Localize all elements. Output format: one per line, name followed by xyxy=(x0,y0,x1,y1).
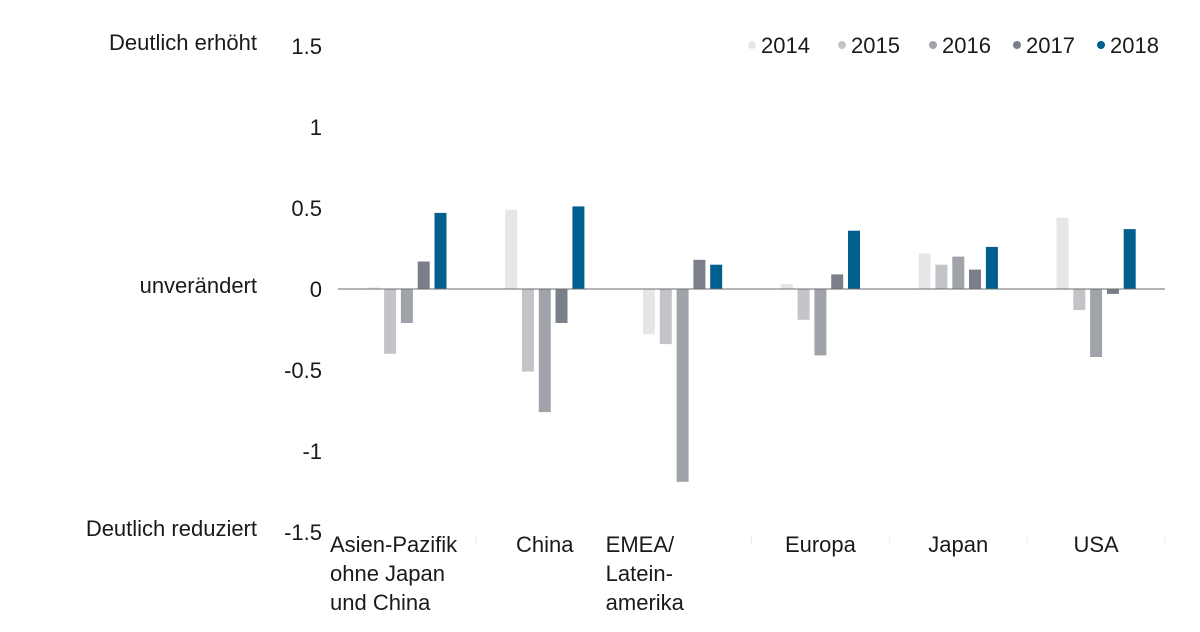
bar-2018 xyxy=(985,246,998,289)
legend-marker-2015 xyxy=(838,41,846,49)
legend: 2014 2015 2016 2017 2018 xyxy=(748,33,1159,58)
category-label-line: Asien-Pazifik xyxy=(330,532,458,557)
y-level-label: unverändert xyxy=(140,273,257,298)
category-label: Asien-Pazifik ohne Japan und China xyxy=(330,532,458,615)
category-label-line: USA xyxy=(1073,532,1119,557)
bar-2017 xyxy=(417,261,430,289)
category-label: Japan xyxy=(928,532,988,557)
y-tick-label: -0.5 xyxy=(284,358,322,383)
bar-2016 xyxy=(952,256,965,289)
legend-label: 2014 xyxy=(761,33,810,58)
bar-2018 xyxy=(710,264,723,289)
legend-marker-2018 xyxy=(1097,41,1105,49)
bar-2014 xyxy=(780,284,793,289)
bar-2017 xyxy=(831,274,844,289)
bar-2017 xyxy=(693,259,706,289)
bar-2014 xyxy=(918,253,931,289)
bar-2014 xyxy=(1056,217,1069,289)
category-label-line: Europa xyxy=(785,532,857,557)
legend-marker-2014 xyxy=(748,41,756,49)
bar-2015 xyxy=(384,289,397,354)
category-label-line: Japan xyxy=(928,532,988,557)
category-label: Europa xyxy=(785,532,857,557)
y-tick-label: 0.5 xyxy=(291,196,322,221)
category-label-line: China xyxy=(516,532,574,557)
legend-marker-2017 xyxy=(1013,41,1021,49)
category-label-line: amerika xyxy=(606,590,685,615)
category-label-line: und China xyxy=(330,590,431,615)
legend-label: 2015 xyxy=(851,33,900,58)
bar-2016 xyxy=(676,289,689,482)
bar-2014 xyxy=(643,289,655,335)
bar-2015 xyxy=(521,289,534,372)
bar-2018 xyxy=(434,212,447,289)
y-tick-label: 1.5 xyxy=(291,34,322,59)
bar-2016 xyxy=(814,289,827,356)
bar-2015 xyxy=(935,264,948,289)
bar-2016 xyxy=(1090,289,1103,357)
bar-2016 xyxy=(400,289,413,323)
x-axis-line xyxy=(337,288,1166,545)
bar-2018 xyxy=(1123,229,1136,289)
category-label: EMEA/Latein-amerika xyxy=(606,532,685,615)
bar-2015 xyxy=(797,289,810,320)
bar-2015 xyxy=(659,289,672,345)
bars xyxy=(367,206,1136,482)
category-label-line: ohne Japan xyxy=(330,561,445,586)
y-level-label: Deutlich reduziert xyxy=(86,516,257,541)
legend-marker-2016 xyxy=(929,41,937,49)
category-label-line: Latein- xyxy=(606,561,673,586)
bar-2015 xyxy=(1073,289,1086,311)
legend-label: 2017 xyxy=(1026,33,1075,58)
y-tick-label: -1.5 xyxy=(284,520,322,545)
legend-label: 2016 xyxy=(942,33,991,58)
y-level-label: Deutlich erhöht xyxy=(109,30,257,55)
bar-2014 xyxy=(367,287,380,289)
y-axis-ticks: 1.5 1 0.5 0 -0.5 -1 -1.5 xyxy=(284,34,322,545)
bar-2018 xyxy=(848,230,860,289)
category-label: China xyxy=(516,532,574,557)
category-label-line: EMEA/ xyxy=(606,532,675,557)
y-tick-label: 0 xyxy=(310,277,322,302)
bar-2016 xyxy=(538,289,551,413)
legend-label: 2018 xyxy=(1110,33,1159,58)
category-label: USA xyxy=(1073,532,1119,557)
bar-2017 xyxy=(1106,289,1119,294)
x-axis-category-labels: Asien-Pazifik ohne Japan und China China EME… xyxy=(330,532,1119,615)
bar-2014 xyxy=(505,209,518,289)
bar-2017 xyxy=(555,289,568,323)
y-axis-level-labels: Deutlich erhöht unverändert Deutlich reduz… xyxy=(86,30,257,541)
y-tick-label: -1 xyxy=(302,439,322,464)
bar-2017 xyxy=(969,269,981,289)
y-tick-label: 1 xyxy=(310,115,322,140)
bar-2018 xyxy=(572,206,585,289)
